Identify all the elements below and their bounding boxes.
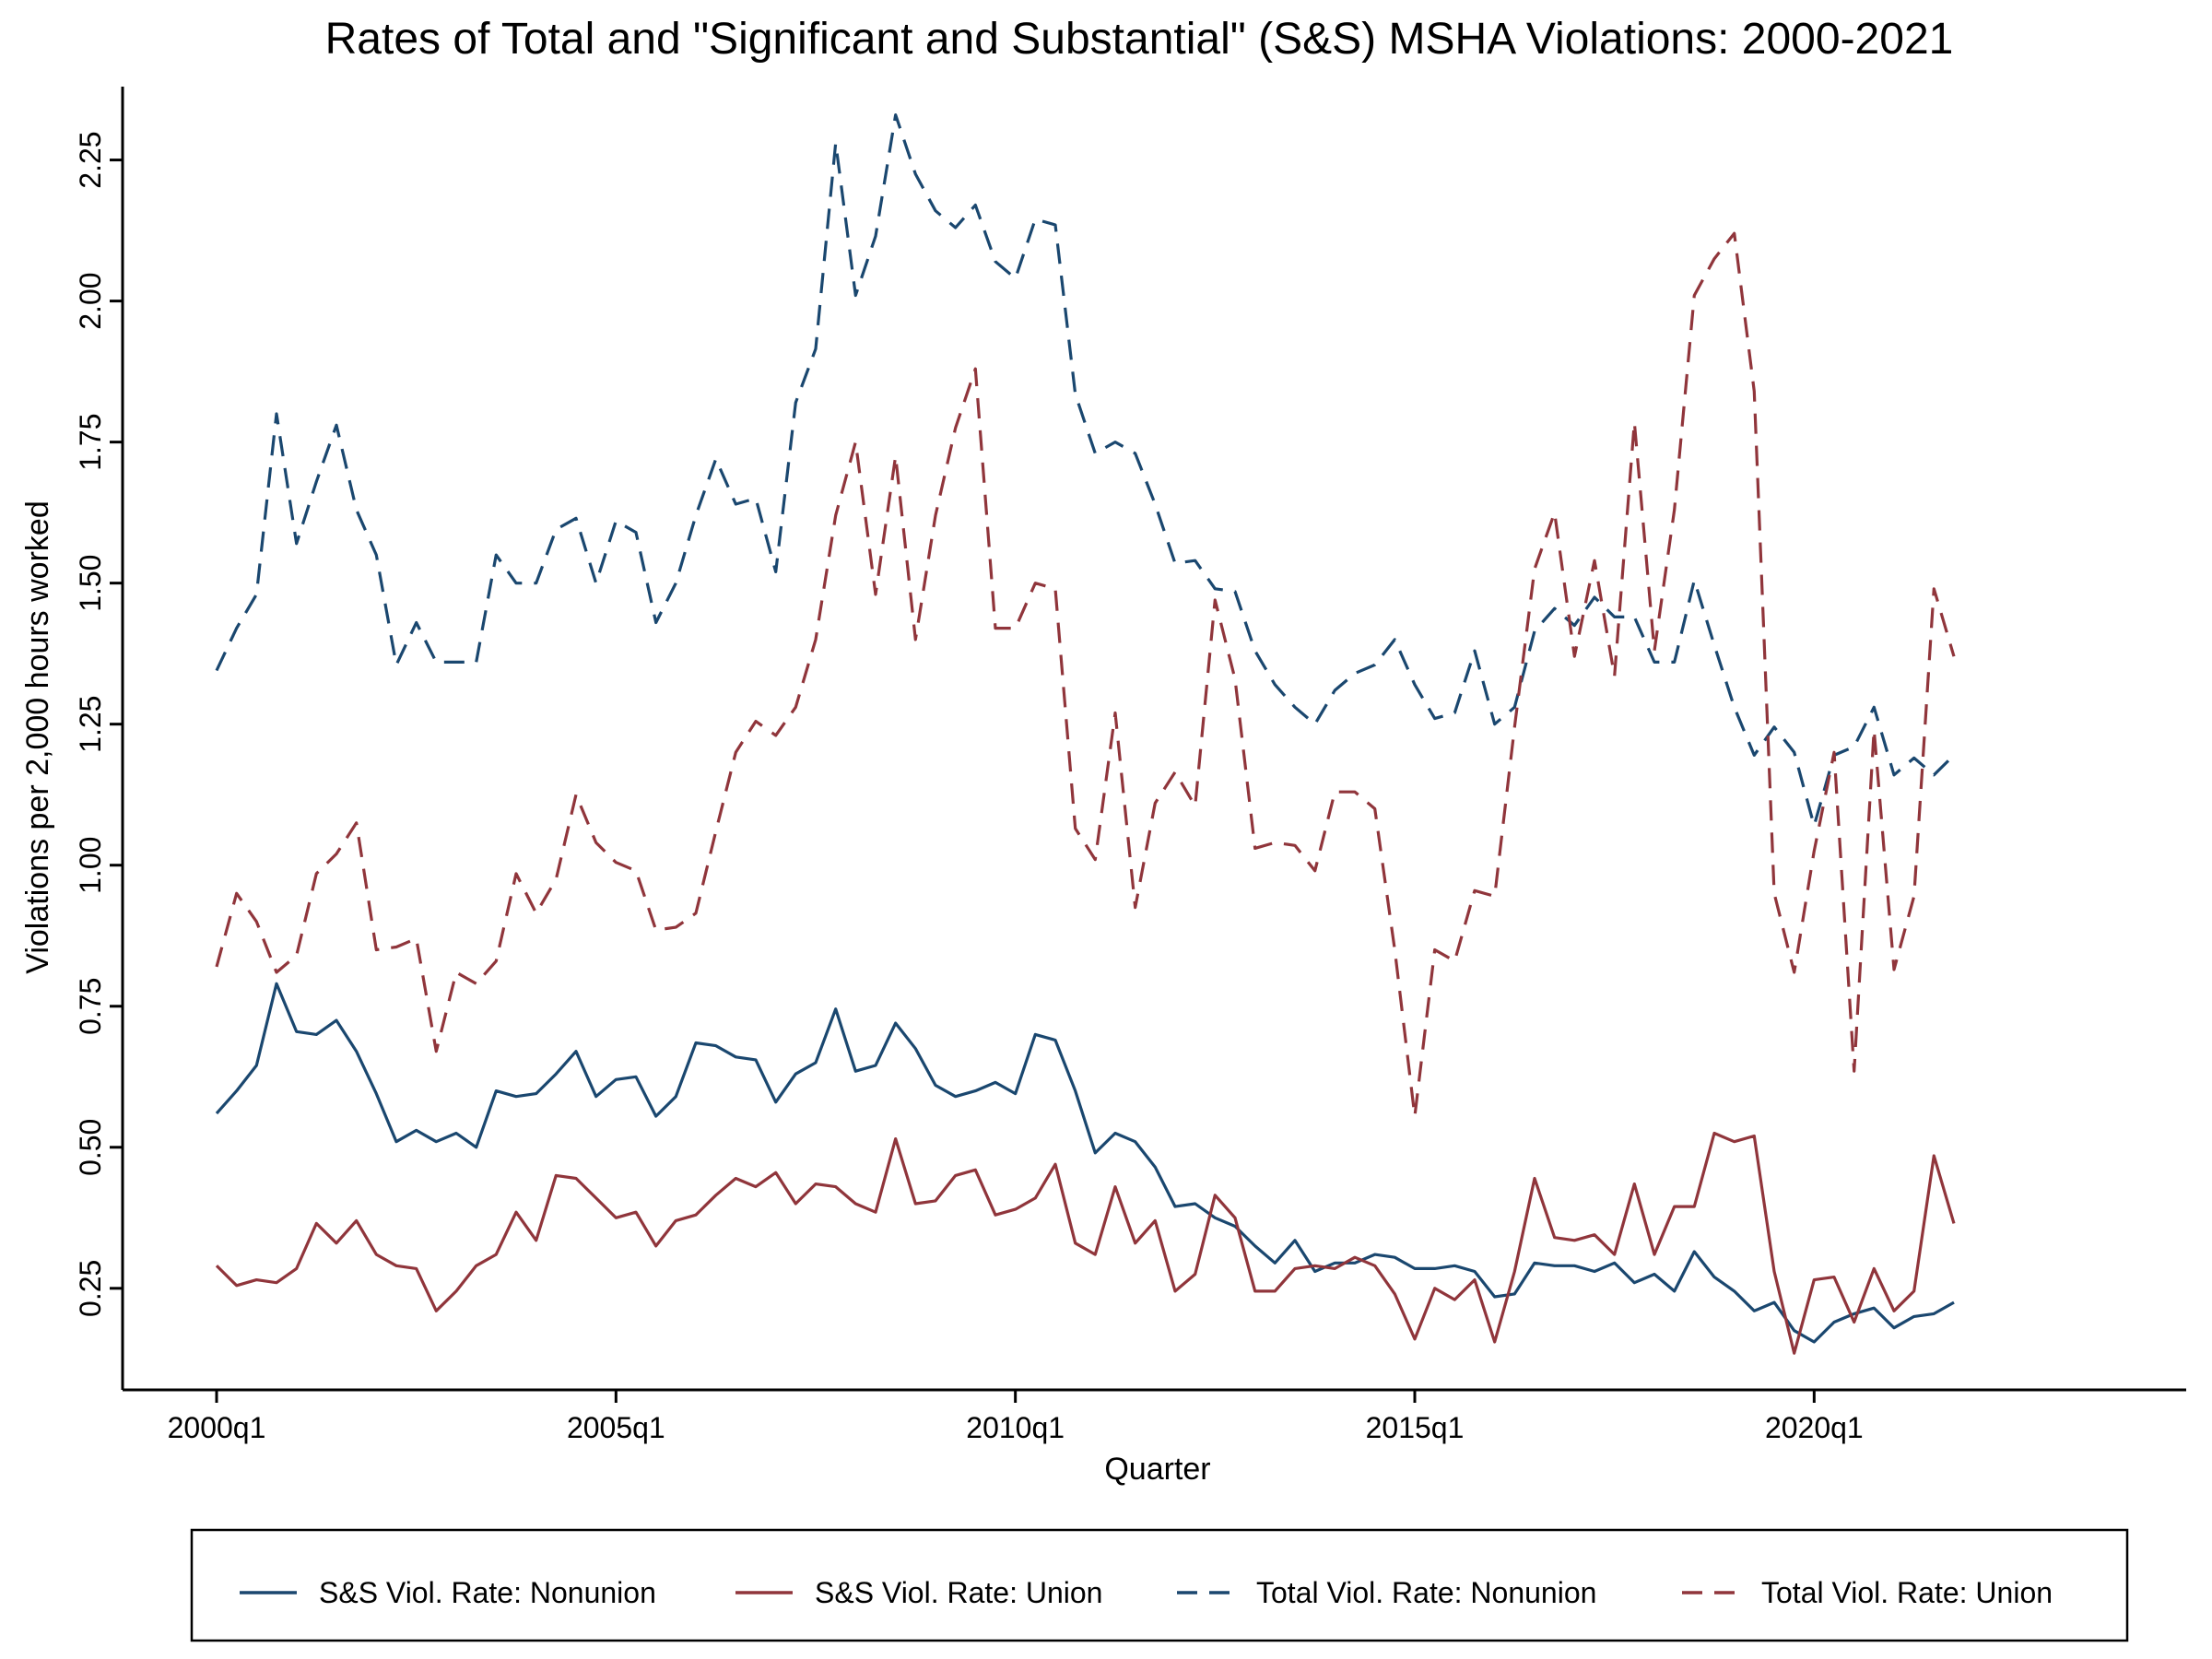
legend-label-1: S&S Viol. Rate: Nonunion [319,1576,656,1609]
y-axis-title: Violations per 2,000 hours worked [20,500,55,973]
y-tick-label: 2.25 [74,131,107,188]
legend-label-3: Total Viol. Rate: Nonunion [1256,1576,1596,1609]
y-tick-label: 1.50 [74,555,107,612]
plot-lines [215,112,1956,1355]
y-tick-label: 2.00 [74,272,107,329]
y-tick-label: 0.75 [74,978,107,1035]
x-tick-label: 2005q1 [567,1411,665,1444]
series-line-1 [215,982,1955,1344]
y-axis-ticks: 0.25 0.50 0.75 1.00 1.25 1.50 1.75 2.00 2.25 [74,131,123,1317]
series-line-2 [215,1131,1956,1355]
chart-title: Rates of Total and "Significant and Subs… [325,15,1954,64]
x-axis-title: Quarter [1104,1452,1210,1487]
x-axis-ticks: 2000q1 2005q1 2010q1 2015q1 2020q1 [168,1390,1864,1444]
x-tick-label: 2015q1 [1366,1411,1465,1444]
x-tick-label: 2010q1 [966,1411,1065,1444]
legend-items: S&S Viol. Rate: Nonunion S&S Viol. Rate: … [240,1576,2053,1609]
series-line-3 [215,112,1956,828]
y-tick-label: 0.50 [74,1119,107,1176]
legend: S&S Viol. Rate: Nonunion S&S Viol. Rate: … [190,1528,2129,1642]
y-tick-label: 1.00 [74,837,107,894]
y-tick-label: 1.25 [74,696,107,753]
legend-label-2: S&S Viol. Rate: Union [815,1576,1102,1609]
y-tick-label: 0.25 [74,1260,107,1317]
y-tick-label: 1.75 [74,413,107,470]
legend-label-4: Total Viol. Rate: Union [1761,1576,2053,1609]
legend-box [190,1528,2129,1642]
x-tick-label: 2020q1 [1765,1411,1864,1444]
series-line-4 [215,231,1956,1118]
x-tick-label: 2000q1 [168,1411,266,1444]
